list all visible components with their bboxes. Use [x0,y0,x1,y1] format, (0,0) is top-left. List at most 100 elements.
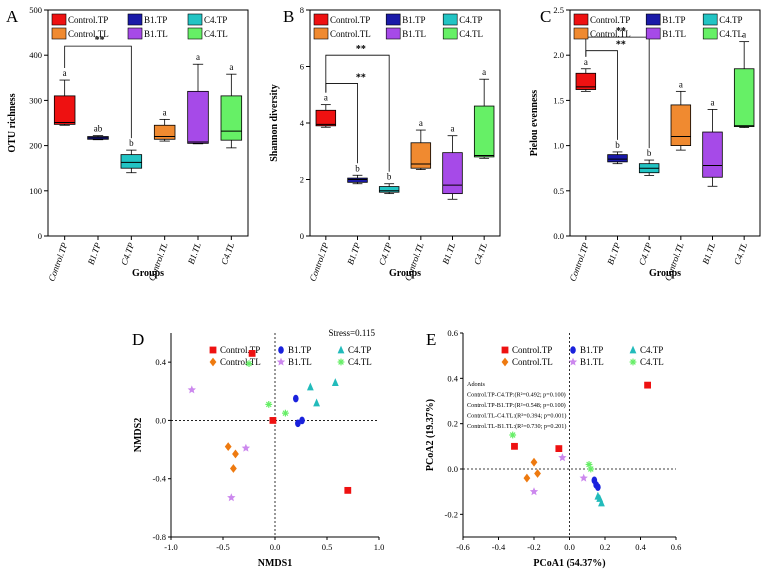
data-point [644,381,651,389]
series-c4-tp [306,378,339,407]
y-tick-label: 2 [300,175,304,185]
legend-label: Control.TL [330,29,371,39]
panel-e: E -0.6 -0.4 -0.2 0.0 0.2 0.4 0.6 -0.2 0.0 0.2 0.4 0.… [425,328,681,569]
series-c4-tl [245,360,289,417]
asterisk-stroke [630,359,636,365]
series-c4-tl [509,431,595,473]
legend-swatch [702,27,718,40]
legend-label: B1.TL [288,357,312,367]
box-body [315,109,337,127]
category-label: C4.TL [219,241,236,266]
y-tick-label: 0.0 [155,415,166,425]
data-point [306,382,314,391]
legend-swatch [385,27,401,40]
y-tick-label: -0.4 [153,474,167,484]
adonis-line: Control.TP-B1.TP:(R²=0.548; p=0.100) [467,402,566,409]
adonis-line: Control.TP-C4.TP:(R²=0.492; p=0.100) [467,392,566,399]
significance-bracket: ** [585,26,650,149]
data-point [187,385,196,394]
legend-label: Control.TL [512,357,553,367]
series-c4-tp [594,491,605,507]
data-point [579,473,588,482]
box-body [378,186,400,193]
x-tick-label: -0.2 [527,542,540,552]
box-c4-tl: a C4.TL [219,62,243,266]
y-tick-label: 0.0 [447,464,458,474]
series-b1-tl [187,385,251,502]
asterisk-stroke [338,359,344,365]
adonis-line: Control.TL-C4.TL:(R²=0.394; p=0.001) [467,413,566,420]
asterisk-stroke [282,410,289,416]
box-b1-tl: a B1.TL [186,52,209,266]
x-tick-label: -1.0 [164,542,177,552]
legend-label: B1.TL [144,29,168,39]
legend-marker [278,346,284,354]
data-point [529,487,539,496]
legend-marker [209,357,217,367]
legend-marker [209,346,217,354]
y-tick-label: 2.5 [553,5,564,15]
box-control-tp: a Control.TP [307,93,337,283]
box-b1-tl: a B1.TL [700,97,723,266]
data-point [232,449,239,459]
significance-letter: a [482,67,486,77]
x-axis-label: Groups [649,268,681,279]
significance-letter: b [129,138,134,148]
x-tick-label: 1.0 [374,542,385,552]
legend-label: C4.TP [348,345,371,355]
category-label: B1.TP [345,241,362,266]
box-b1-tl: a B1.TL [440,124,463,266]
box-body [702,131,723,178]
data-point [230,464,237,473]
data-point [293,394,299,403]
x-tick-label: -0.4 [492,542,506,552]
series-b1-tp [591,476,601,491]
data-point [530,457,538,467]
y-tick-label: 8 [300,5,304,15]
series-control-tl [224,442,239,473]
legend-label: C4.TP [459,15,482,25]
significance-letter: a [324,93,328,103]
box-body [410,142,432,169]
significance-bracket: ** [64,35,132,139]
significance-letter: a [63,68,67,78]
box-c4-tp: b C4.TP [637,148,660,267]
panel-b: B 0 2 4 6 8 Shannon diversity a Control.TP b B1.TP… [269,5,501,283]
box-c4-tl: a C4.TL [732,30,755,266]
box-body [187,90,209,144]
legend-swatch [127,27,143,40]
box-b1-tp: ab B1.TP [86,124,109,266]
y-tick-label: 500 [29,5,42,15]
legend-marker [501,357,509,367]
category-label: C4.TP [119,241,137,267]
legend-label: Control.TP [330,15,370,25]
legend-label: B1.TP [580,345,603,355]
category-label: Control.TP [307,241,330,283]
y-tick-label: 2.0 [553,50,564,60]
y-tick-label: 6 [300,62,304,72]
significance-letter: a [742,30,746,40]
legend-label: B1.TL [580,357,604,367]
box-body [442,152,463,195]
significance-letter: b [615,140,620,150]
legend-swatch [442,13,458,26]
legend-swatch [313,27,329,40]
legend: Control.TP B1.TP C4.TP Control.TL B1.TL C4.TL [209,345,372,367]
bracket-line [585,50,618,140]
plot-frame [569,9,761,237]
x-tick-label: 0.0 [270,542,281,552]
legend-marker [629,345,637,354]
box-b1-tp: b B1.TP [605,140,628,266]
bracket-label: ** [95,35,105,46]
legend-marker [629,358,637,366]
series-control-tp [248,350,352,494]
y-tick-label: 1.5 [553,95,564,105]
legend-swatch [187,13,203,26]
y-tick-label: 0 [300,231,304,241]
significance-letter: a [711,97,715,107]
asterisk-stroke [587,466,594,472]
bracket-label: ** [356,72,366,83]
asterisk-stroke [246,360,252,367]
